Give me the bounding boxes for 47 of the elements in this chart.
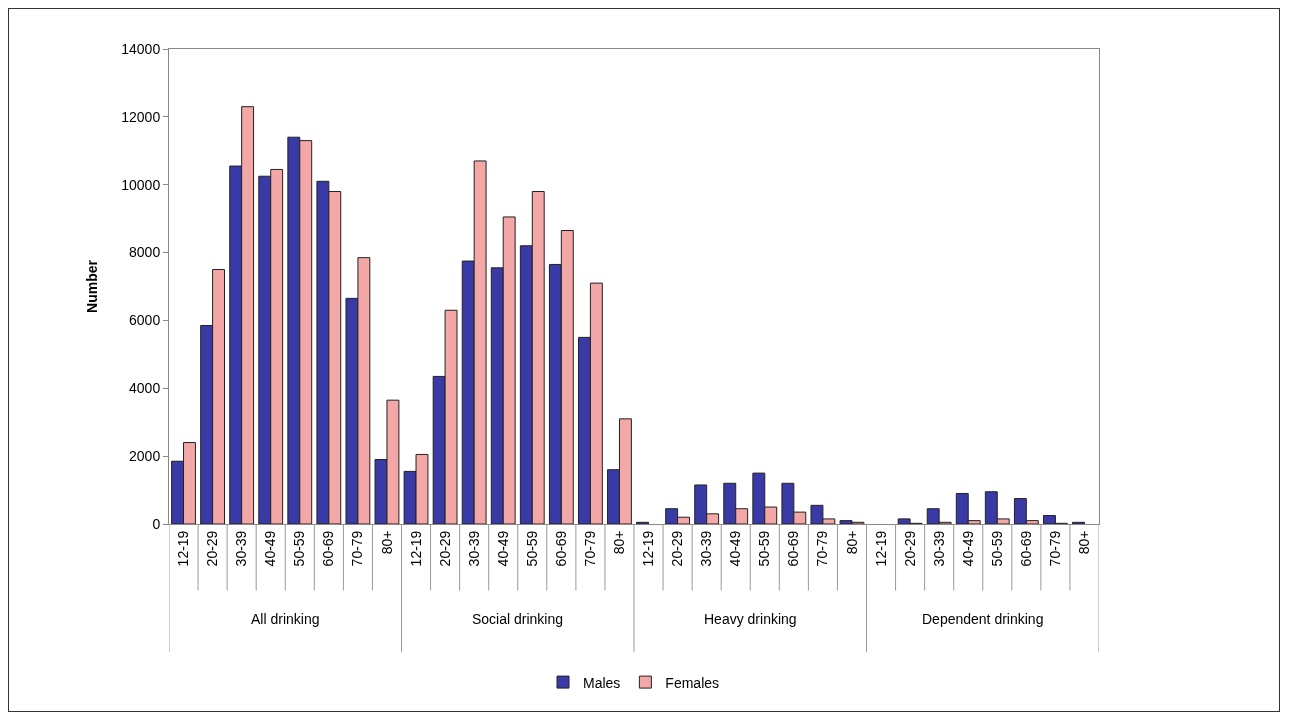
x-tick-label: 50-59 bbox=[291, 530, 308, 567]
y-tick-label: 0 bbox=[152, 515, 161, 532]
x-tick-label: 12-19 bbox=[640, 530, 657, 567]
x-tick-label: 70-79 bbox=[1046, 530, 1063, 567]
y-tick-label: 4000 bbox=[129, 380, 161, 397]
x-tick-label: 40-49 bbox=[494, 530, 511, 567]
text: Heavy drinking bbox=[704, 611, 797, 627]
y-tick-label: 2000 bbox=[129, 448, 161, 465]
x-tick-label: 30-39 bbox=[930, 530, 947, 567]
x-tick-label: 50-59 bbox=[988, 530, 1005, 567]
x-tick-label: 80+ bbox=[378, 530, 395, 555]
x-tick-label: 40-49 bbox=[727, 530, 744, 567]
x-tick-label: 20-29 bbox=[901, 530, 918, 567]
x-tick-label: 70-79 bbox=[349, 530, 366, 567]
x-tick-label: 30-39 bbox=[465, 530, 482, 567]
x-tick-label: 30-39 bbox=[698, 530, 715, 567]
y-tick-label: 14000 bbox=[121, 40, 161, 57]
x-tick-label: 60-69 bbox=[1017, 530, 1034, 567]
x-tick-label: 40-49 bbox=[959, 530, 976, 567]
y-axis-title: Number bbox=[83, 259, 100, 313]
y-tick-label: 12000 bbox=[121, 108, 161, 125]
x-tick-label: 12-19 bbox=[175, 530, 192, 567]
x-tick-label: 60-69 bbox=[320, 530, 337, 567]
text: All drinking bbox=[251, 611, 320, 627]
x-tick-label: 80+ bbox=[611, 530, 628, 555]
legend-label: Males bbox=[583, 674, 621, 691]
x-tick-label: 40-49 bbox=[262, 530, 279, 567]
x-tick-label: 20-29 bbox=[204, 530, 221, 567]
y-tick-label: 6000 bbox=[129, 312, 161, 329]
x-tick-label: 12-19 bbox=[872, 530, 889, 567]
x-tick-label: 70-79 bbox=[581, 530, 598, 567]
text: Dependent drinking bbox=[922, 611, 1044, 627]
y-tick-label: 8000 bbox=[129, 244, 161, 261]
x-tick-label: 20-29 bbox=[669, 530, 686, 567]
x-tick-label: 30-39 bbox=[233, 530, 250, 567]
text: Social drinking bbox=[472, 611, 564, 627]
x-tick-label: 20-29 bbox=[436, 530, 453, 567]
x-tick-label: 50-59 bbox=[756, 530, 773, 567]
x-tick-label: 60-69 bbox=[785, 530, 802, 567]
x-tick-label: 50-59 bbox=[523, 530, 540, 567]
x-tick-label: 80+ bbox=[843, 530, 860, 555]
x-tick-label: 12-19 bbox=[407, 530, 424, 567]
y-tick-label: 10000 bbox=[121, 176, 161, 193]
x-tick-label: 70-79 bbox=[814, 530, 831, 567]
x-tick-label: 80+ bbox=[1076, 530, 1093, 555]
legend-label: Females bbox=[665, 674, 720, 691]
x-tick-label: 60-69 bbox=[552, 530, 569, 567]
